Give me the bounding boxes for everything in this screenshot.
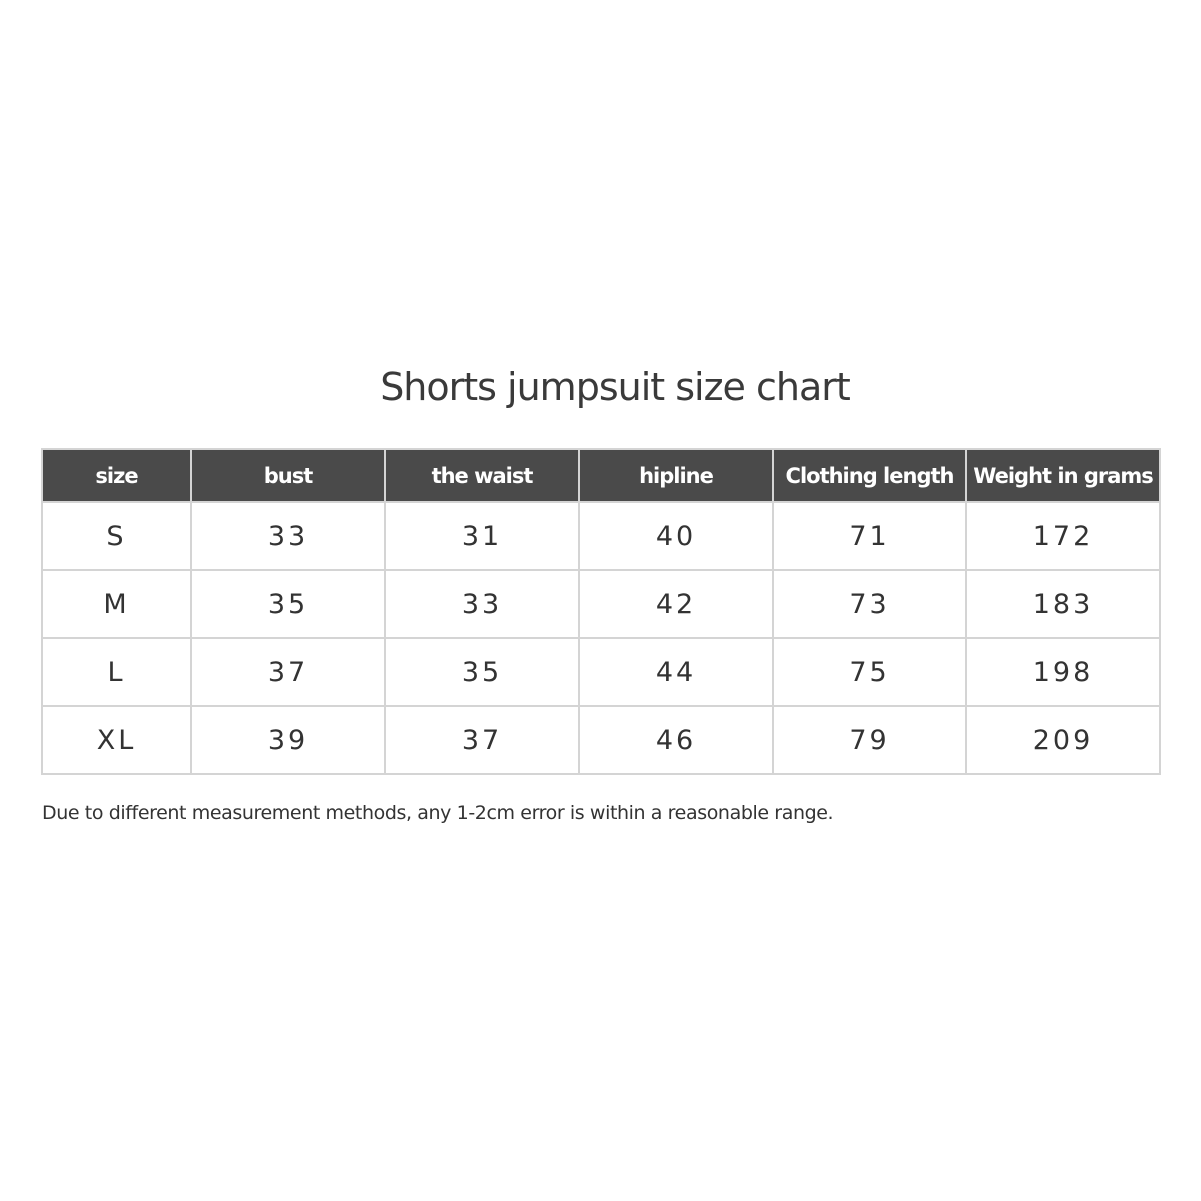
cell-size: M — [41, 569, 192, 639]
cell-size: L — [41, 637, 192, 707]
header-bust: bust — [191, 449, 386, 502]
cell-waist: 35 — [384, 637, 580, 707]
header-weight: Weight in grams — [966, 449, 1161, 502]
cell-hipline: 44 — [578, 637, 774, 707]
cell-length: 71 — [772, 501, 967, 571]
cell-hipline: 46 — [578, 705, 774, 775]
cell-weight: 209 — [965, 705, 1161, 775]
cell-weight: 198 — [965, 637, 1161, 707]
cell-length: 79 — [772, 705, 967, 775]
cell-waist: 33 — [384, 569, 580, 639]
measurement-note: Due to different measurement methods, an… — [42, 802, 834, 824]
header-waist: the waist — [385, 449, 580, 502]
cell-bust: 33 — [190, 501, 386, 571]
cell-weight: 183 — [965, 569, 1161, 639]
cell-length: 75 — [772, 637, 967, 707]
header-size: size — [42, 449, 192, 502]
cell-weight: 172 — [965, 501, 1161, 571]
cell-size: S — [41, 501, 192, 571]
cell-hipline: 40 — [578, 501, 774, 571]
header-hipline: hipline — [579, 449, 774, 502]
table-row: M 35 33 42 73 183 — [41, 569, 1161, 639]
cell-length: 73 — [772, 569, 967, 639]
header-row: size bust the waist hipline Clothing len… — [42, 449, 1161, 502]
table-row: L 37 35 44 75 198 — [41, 637, 1161, 707]
cell-bust: 39 — [190, 705, 386, 775]
cell-waist: 37 — [384, 705, 580, 775]
cell-hipline: 42 — [578, 569, 774, 639]
table-row: XL 39 37 46 79 209 — [41, 705, 1161, 775]
cell-bust: 35 — [190, 569, 386, 639]
cell-size: XL — [41, 705, 192, 775]
cell-waist: 31 — [384, 501, 580, 571]
cell-bust: 37 — [190, 637, 386, 707]
chart-title: Shorts jumpsuit size chart — [380, 365, 851, 409]
header-length: Clothing length — [773, 449, 967, 502]
table-row: S 33 31 40 71 172 — [41, 501, 1161, 571]
size-table: size bust the waist hipline Clothing len… — [41, 448, 1161, 775]
